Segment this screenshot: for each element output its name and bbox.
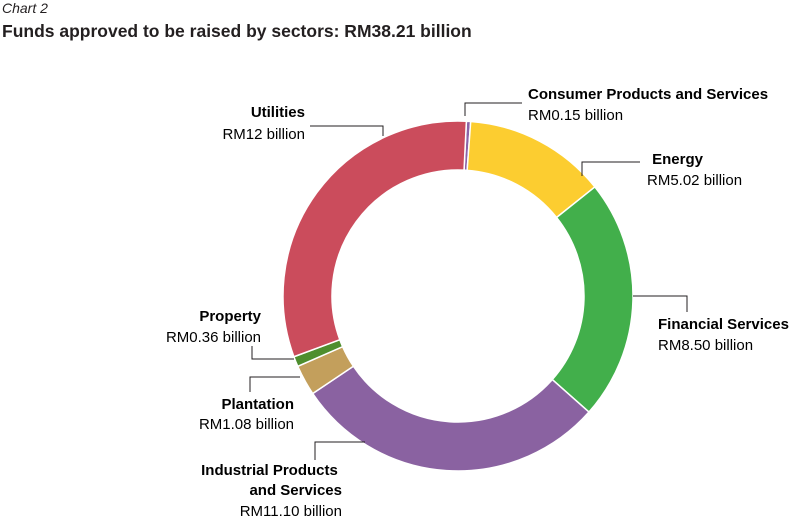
label-consumer-products-value: RM0.15 billion [528, 107, 623, 124]
leader-industrial-products [314, 441, 365, 460]
label-utilities-name: Utilities [251, 104, 305, 121]
label-consumer-products-name: Consumer Products and Services [528, 86, 768, 103]
label-financial-services-name: Financial Services [658, 316, 789, 333]
label-energy-value: RM5.02 billion [647, 172, 742, 189]
label-utilities-value: RM12 billion [222, 126, 305, 143]
slices-group [282, 120, 634, 472]
leader-plantation [249, 376, 300, 392]
chart-number-label: Chart 2 [2, 0, 48, 16]
label-industrial-products-name: Industrial Products and Services [201, 462, 342, 499]
label-property-value: RM0.36 billion [166, 329, 261, 346]
leader-utilities [310, 125, 384, 136]
label-financial-services-value: RM8.50 billion [658, 337, 753, 354]
label-industrial-products-value: RM11.10 billion [240, 503, 342, 517]
slice-industrial-products-and-services [311, 365, 591, 472]
label-energy-name: Energy [652, 151, 704, 168]
leader-lines [249, 102, 688, 460]
leader-consumer-products [464, 102, 522, 116]
slice-utilities [282, 120, 468, 358]
slice-financial-services [551, 185, 634, 414]
label-property-name: Property [199, 308, 261, 325]
chart-title: Funds approved to be raised by sectors: … [2, 21, 472, 41]
label-industrial-products-line1: Industrial Products [201, 462, 338, 479]
slice-labels: Consumer Products and Services RM0.15 bi… [166, 86, 789, 517]
leader-financial-services [633, 295, 688, 312]
label-plantation-name: Plantation [221, 396, 294, 413]
label-industrial-products-line2: and Services [249, 482, 342, 499]
leader-energy [581, 161, 640, 176]
leader-property [251, 346, 294, 360]
label-plantation-value: RM1.08 billion [199, 416, 294, 433]
